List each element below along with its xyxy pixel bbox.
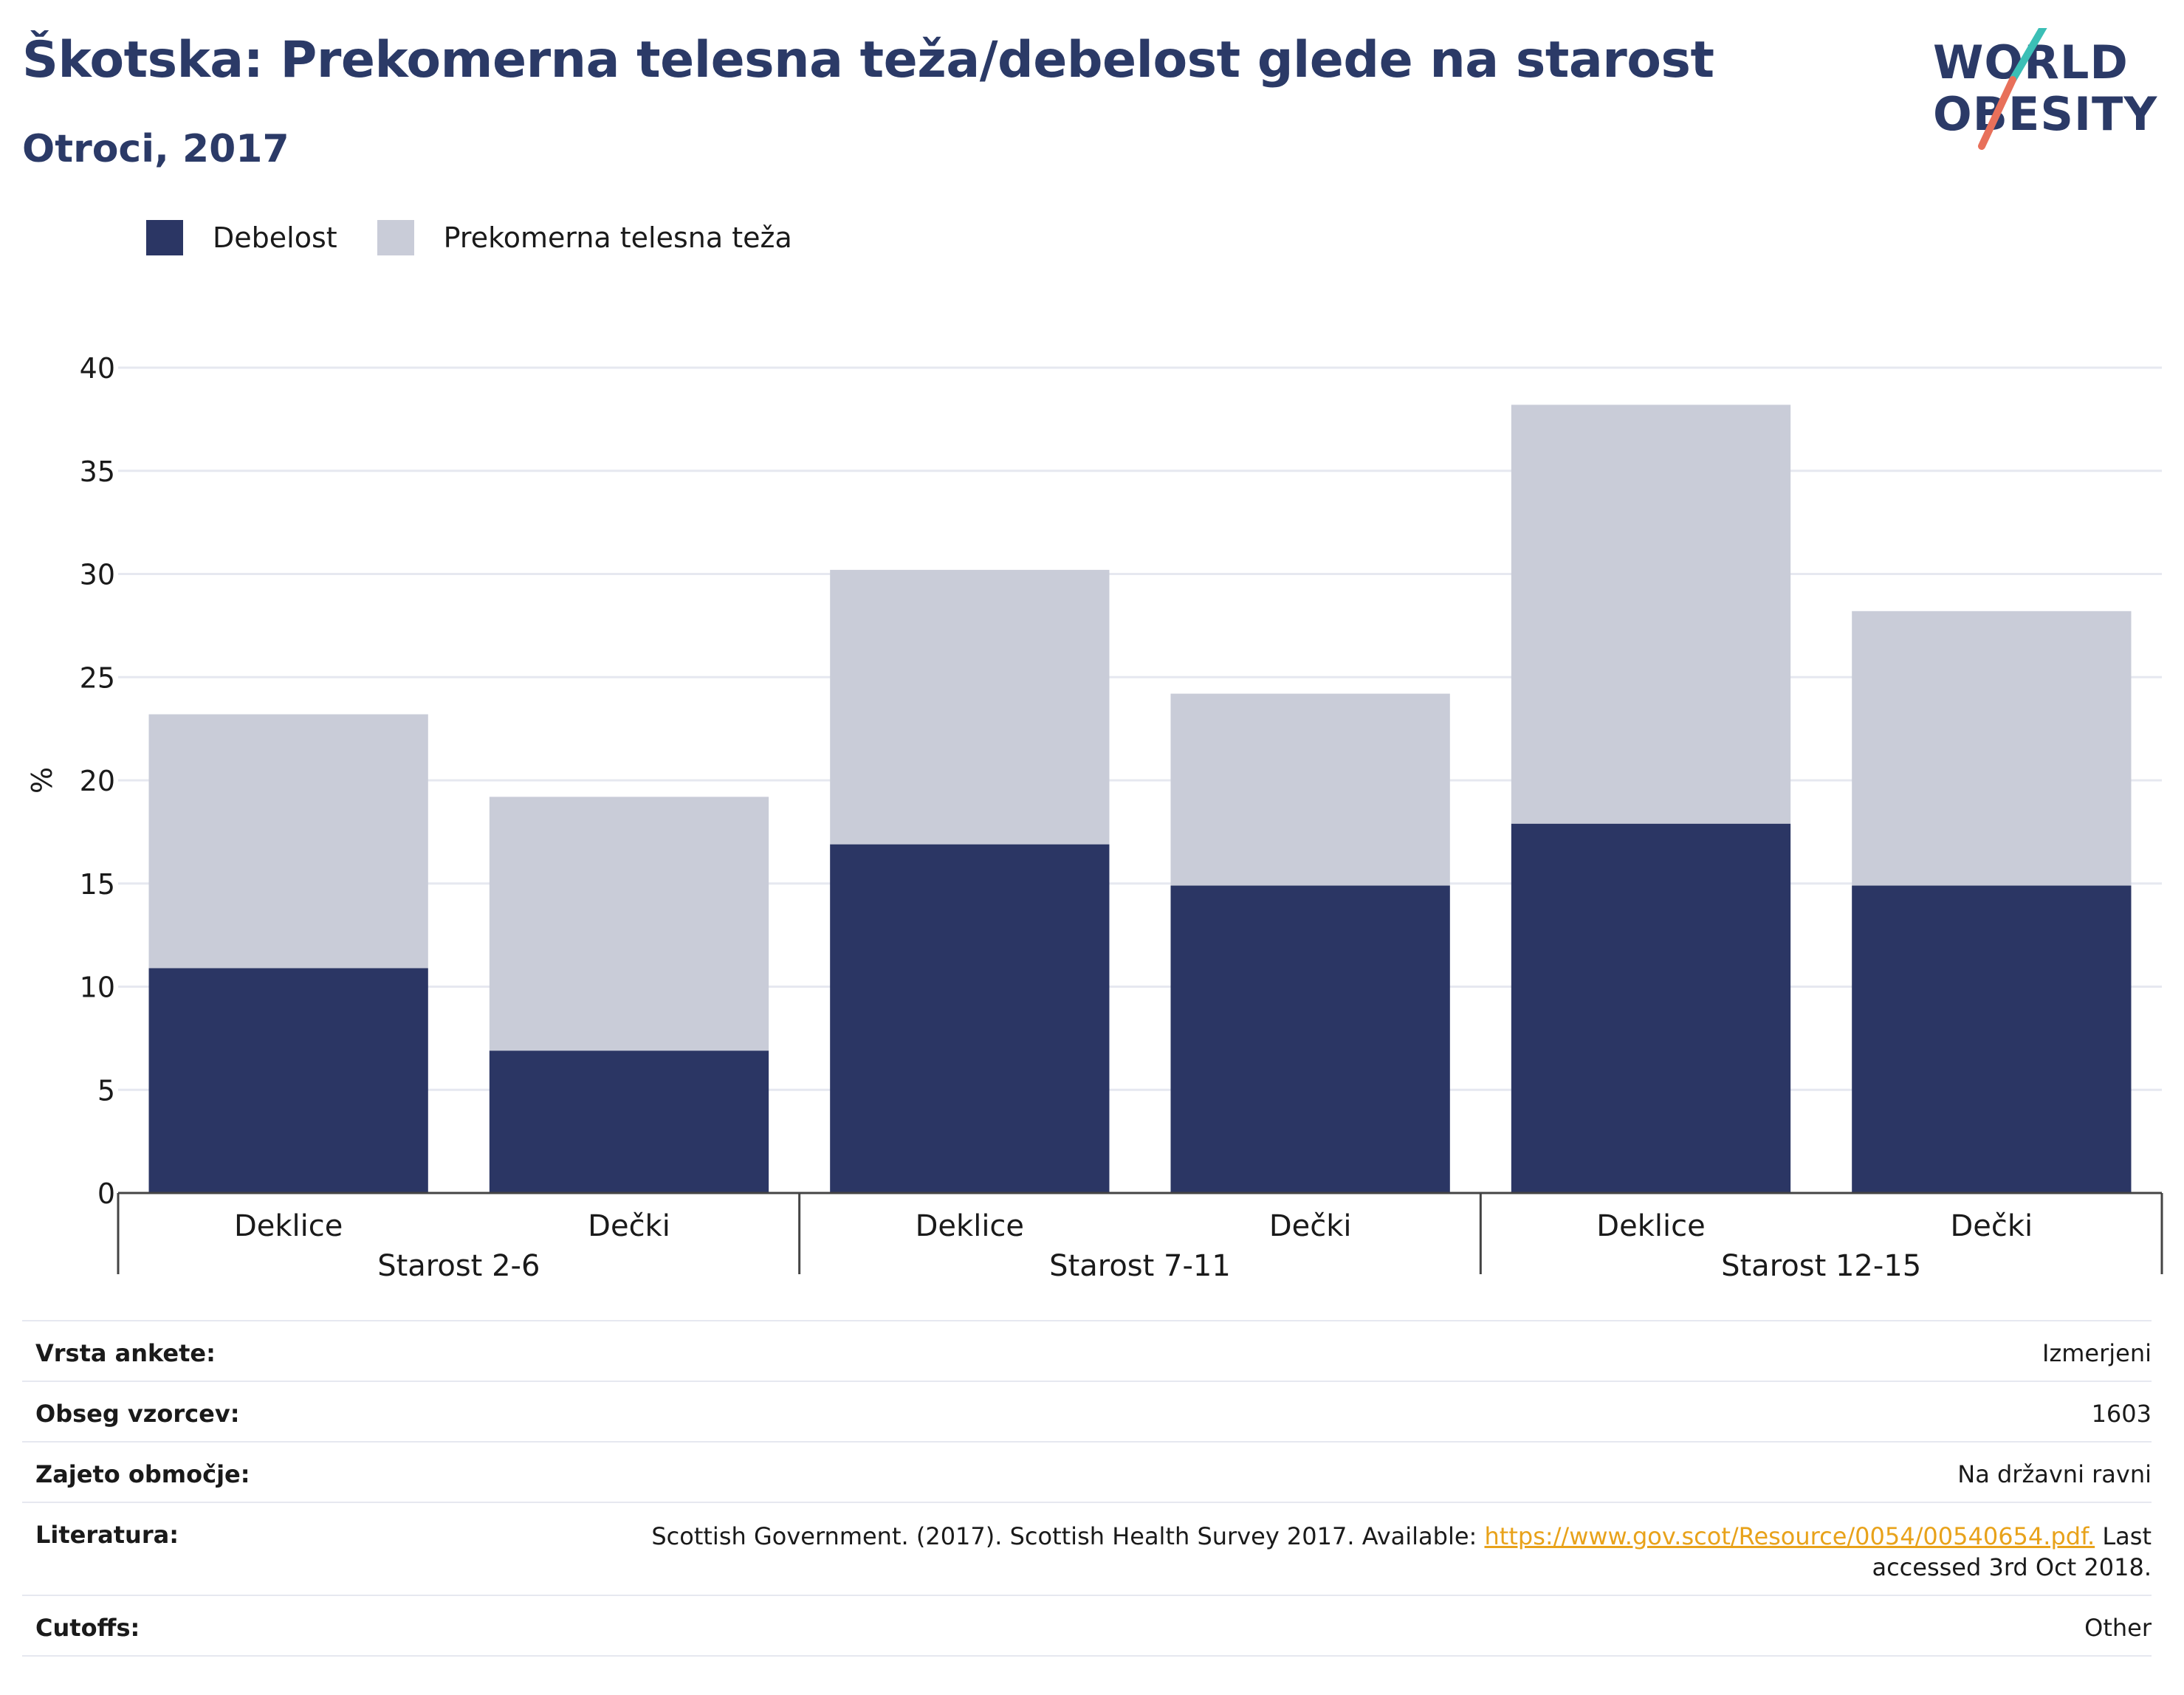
bar-overweight — [1852, 611, 2132, 886]
meta-key: Zajeto območje: — [35, 1460, 250, 1488]
legend-item-overweight[interactable]: Prekomerna telesna teža — [377, 220, 792, 255]
legend: Debelost Prekomerna telesna teža — [146, 219, 832, 257]
world-obesity-logo: WORLD OBESITY — [1926, 28, 2169, 157]
meta-row-sample-size: Obseg vzorcev: 1603 — [22, 1381, 2152, 1441]
bar-overweight — [1170, 693, 1450, 886]
group-label: Starost 7-11 — [1049, 1249, 1231, 1283]
bar-obesity — [830, 844, 1110, 1193]
legend-label-overweight: Prekomerna telesna teža — [443, 221, 792, 254]
meta-value: Izmerjeni — [2042, 1339, 2152, 1367]
y-tick-label: 30 — [80, 559, 115, 591]
reference-text-suffix: Last — [2095, 1522, 2152, 1550]
logo-slash-icon — [1978, 28, 2047, 150]
meta-row-cutoffs: Cutoffs: Other — [22, 1595, 2152, 1657]
reference-text: Scottish Government. (2017). Scottish He… — [651, 1522, 1485, 1550]
y-tick-label: 20 — [80, 765, 115, 797]
chart-title: Škotska: Prekomerna telesna teža/debelos… — [22, 31, 1714, 89]
bar-overweight — [148, 714, 428, 969]
legend-item-obesity[interactable]: Debelost — [146, 220, 337, 255]
stacked-bar-chart: 0 5 10 15 20 25 30 35 40% Deklice Dečki Deklice Dečk… — [26, 352, 2163, 1283]
legend-label-obesity: Debelost — [213, 221, 337, 254]
x-tick-label: Deklice — [1596, 1209, 1705, 1243]
x-tick-label: Deklice — [916, 1209, 1024, 1243]
meta-value: Na državni ravni — [1957, 1460, 2152, 1488]
bar-obesity — [489, 1051, 769, 1193]
meta-value: Other — [2084, 1614, 2152, 1642]
x-tick-label: Dečki — [588, 1209, 670, 1243]
reference-link[interactable]: https://www.gov.scot/Resource/0054/00540… — [1484, 1522, 2095, 1550]
meta-row-references: Literatura: Scottish Government. (2017).… — [22, 1502, 2152, 1595]
y-tick-label: 0 — [97, 1177, 115, 1210]
meta-row-area-covered: Zajeto območje: Na državni ravni — [22, 1441, 2152, 1502]
y-tick-label: 25 — [80, 661, 115, 694]
logo-line-2: OBESITY — [1933, 87, 2158, 141]
meta-value: 1603 — [2091, 1400, 2152, 1428]
x-tick-label: Deklice — [234, 1209, 343, 1243]
reference-text-line2: accessed 3rd Oct 2018. — [1872, 1553, 2152, 1581]
legend-swatch-overweight — [377, 220, 414, 255]
meta-key: Cutoffs: — [35, 1614, 140, 1642]
y-axis-label: % — [26, 767, 58, 794]
y-tick-label: 10 — [80, 972, 115, 1004]
y-tick-label: 5 — [97, 1074, 115, 1107]
x-tick-label: Dečki — [1269, 1209, 1352, 1243]
x-tick-label: Dečki — [1950, 1209, 2033, 1243]
meta-key: Vrsta ankete: — [35, 1339, 216, 1367]
survey-info-table: Vrsta ankete: Izmerjeni Obseg vzorcev: 1… — [22, 1320, 2152, 1657]
bar-obesity — [1170, 885, 1450, 1193]
group-label: Starost 2-6 — [377, 1249, 540, 1283]
bar-obesity — [1511, 823, 1791, 1193]
y-tick-label: 15 — [80, 868, 115, 901]
bar-overweight — [830, 569, 1110, 845]
meta-row-survey-type: Vrsta ankete: Izmerjeni — [22, 1320, 2152, 1381]
y-tick-label: 40 — [80, 352, 115, 385]
meta-value: Scottish Government. (2017). Scottish He… — [651, 1521, 2152, 1583]
bar-overweight — [489, 797, 769, 1051]
y-tick-label: 35 — [80, 455, 115, 488]
chart-subtitle: Otroci, 2017 — [22, 127, 289, 171]
bar-overweight — [1511, 405, 1791, 824]
meta-key: Literatura: — [35, 1521, 179, 1549]
group-label: Starost 12-15 — [1721, 1249, 1921, 1283]
legend-swatch-obesity — [146, 220, 183, 255]
meta-key: Obseg vzorcev: — [35, 1400, 240, 1428]
bar-obesity — [148, 968, 428, 1193]
bar-obesity — [1852, 885, 2132, 1193]
